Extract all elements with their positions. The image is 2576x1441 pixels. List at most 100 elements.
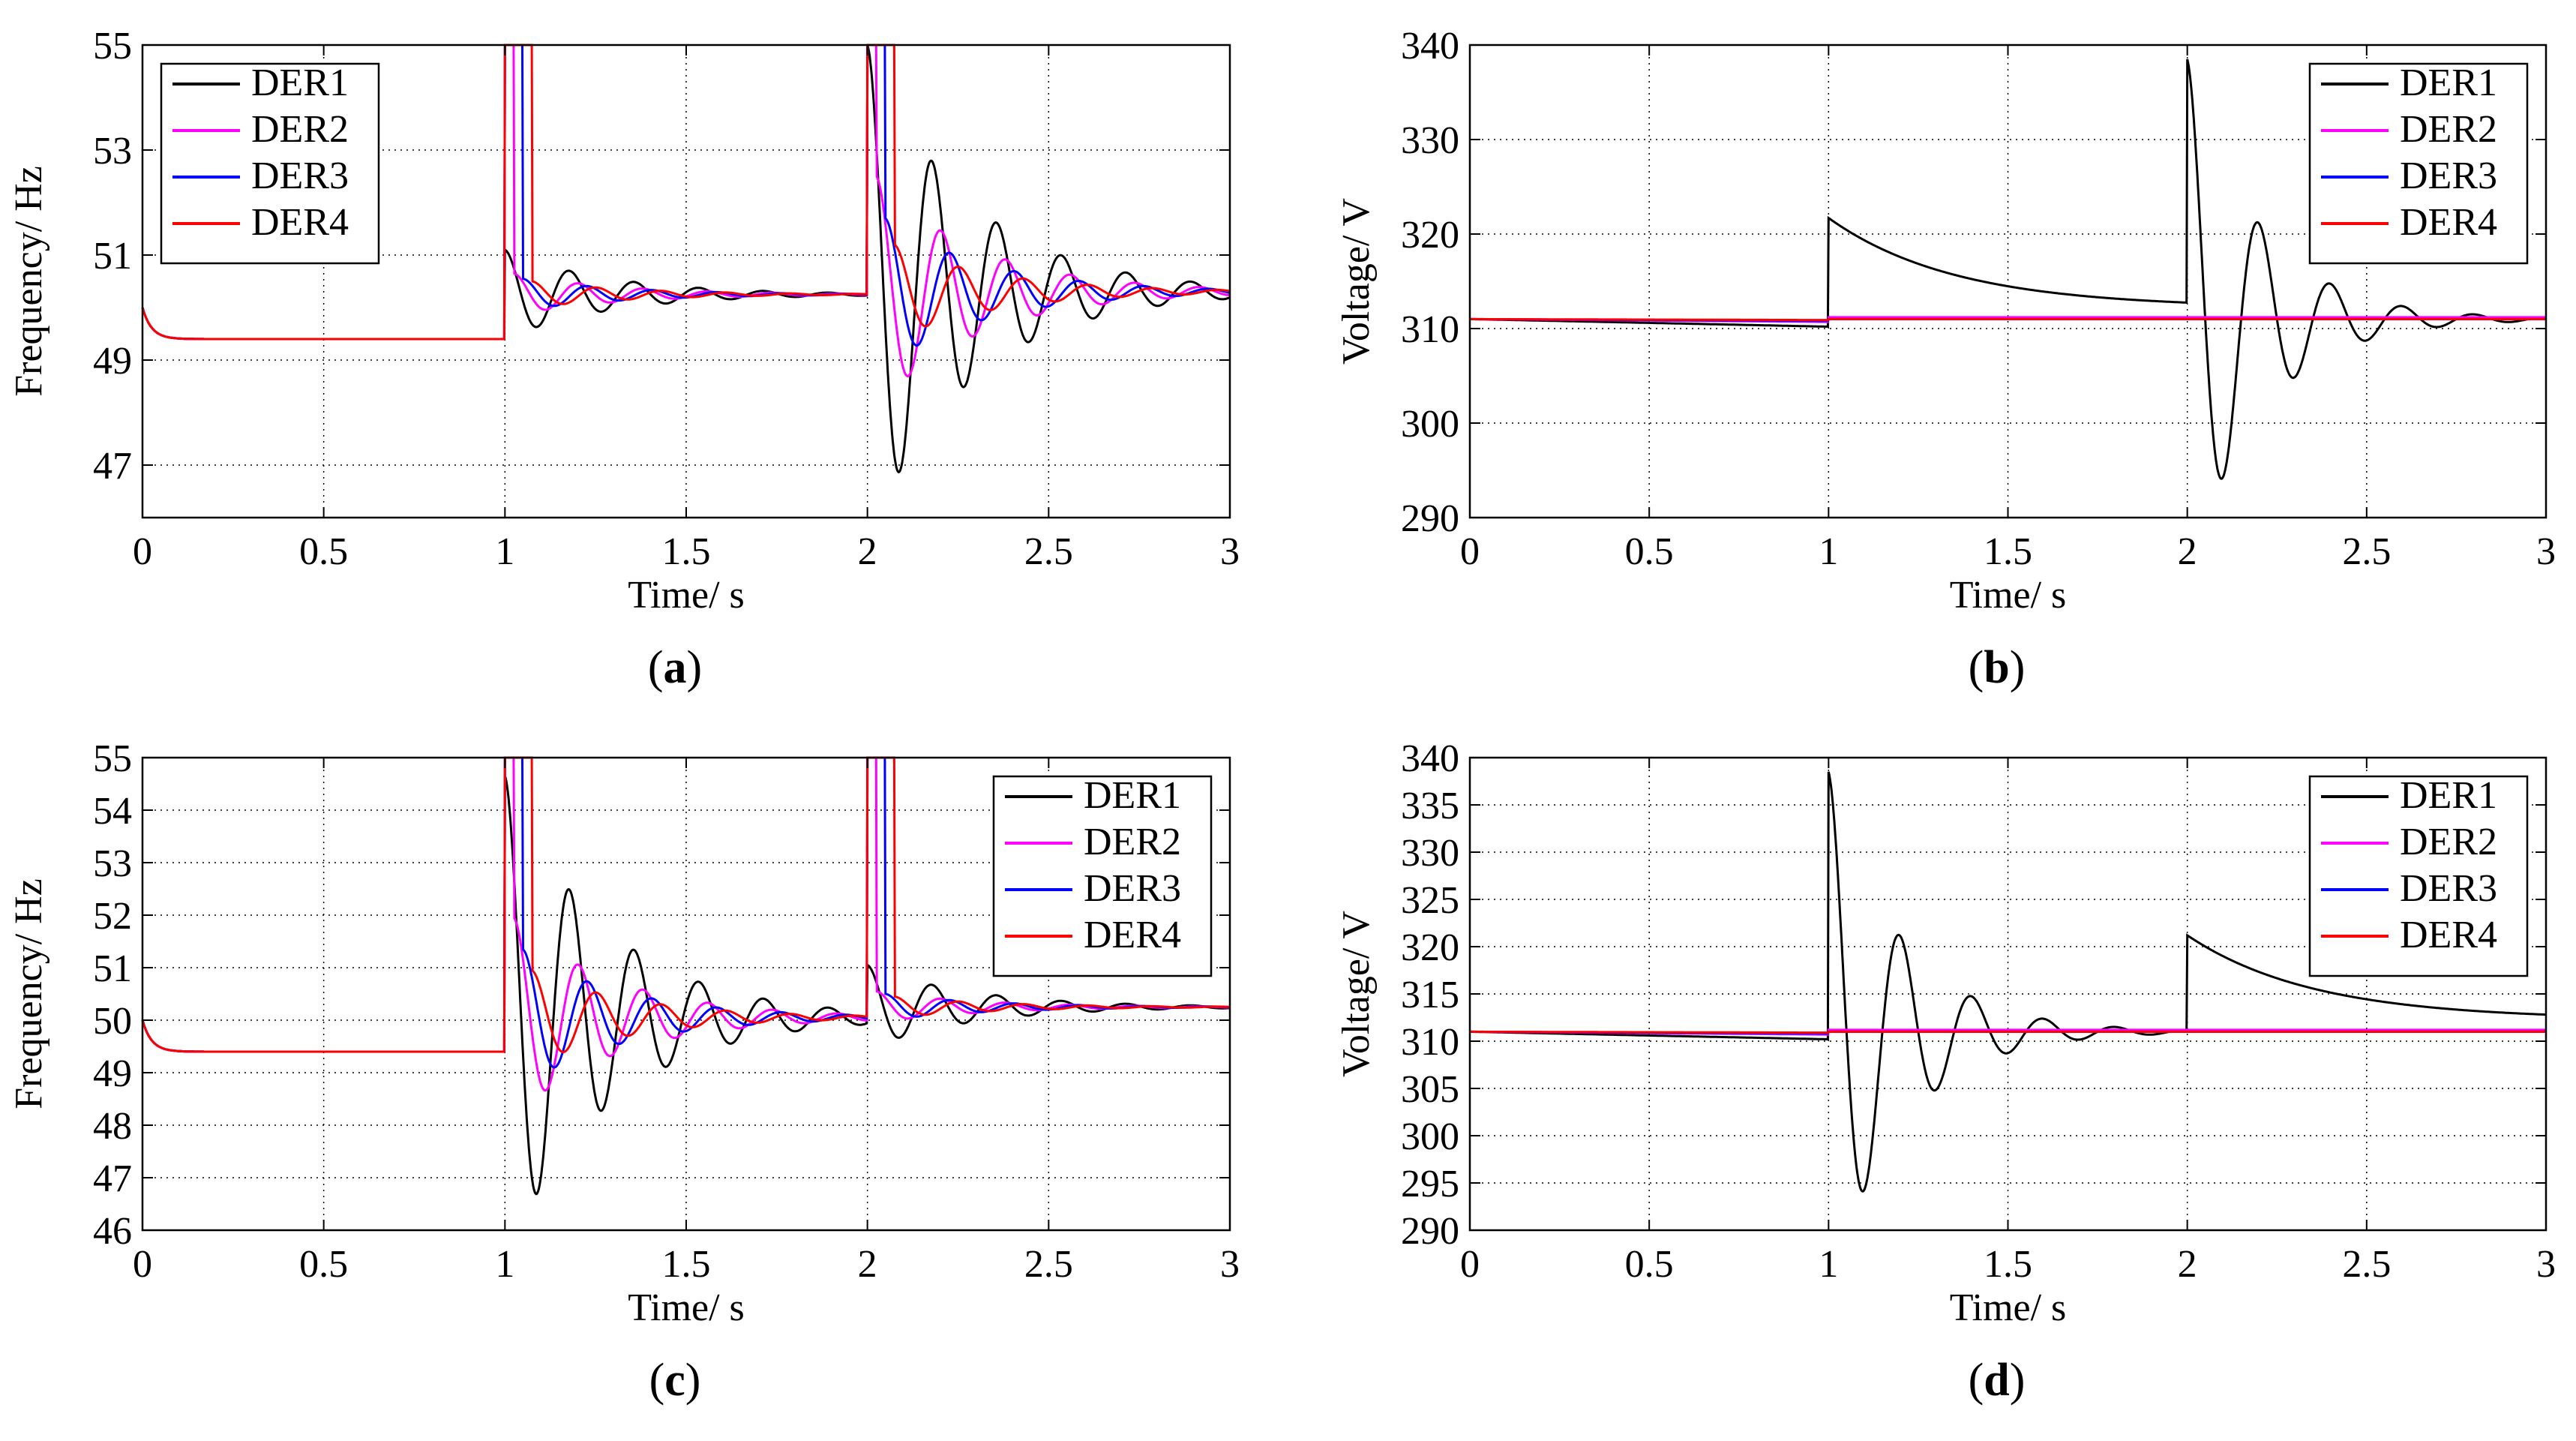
y-tick-label: 320 — [1401, 214, 1459, 257]
panel-caption: (c) — [649, 1355, 701, 1406]
panel-caption: (d) — [1969, 1355, 2026, 1406]
y-tick-label: 330 — [1401, 832, 1459, 875]
x-axis-label: Time/ s — [1950, 574, 2067, 617]
y-axis-label: Voltage/ V — [1335, 911, 1378, 1077]
y-tick-label: 49 — [93, 1052, 132, 1095]
legend-label-der4: DER4 — [251, 201, 349, 244]
y-tick-label: 310 — [1401, 1021, 1459, 1064]
legend-label-der4: DER4 — [2400, 201, 2497, 244]
x-tick-label: 0.5 — [299, 1243, 348, 1286]
y-tick-label: 49 — [93, 340, 132, 383]
legend-label-der3: DER3 — [251, 155, 349, 197]
legend-label-der3: DER3 — [1084, 867, 1181, 910]
chart-a: 0 0.5 1 1.5 2 2.5 3 47 49 51 53 55 Time/ s Frequency/… — [7, 25, 1240, 693]
legend-label-der3: DER3 — [2400, 155, 2497, 197]
y-tick-label: 290 — [1401, 1210, 1459, 1253]
y-tick-label: 48 — [93, 1105, 132, 1148]
x-tick-label: 0 — [1460, 1243, 1480, 1286]
x-tick-label: 2 — [2178, 1243, 2197, 1286]
legend-label-der2: DER2 — [251, 108, 349, 151]
x-tick-label: 2 — [858, 530, 877, 573]
series-line-der1 — [1470, 771, 2547, 1193]
x-tick-label: 0.5 — [1625, 530, 1674, 573]
x-tick-label: 2.5 — [2342, 530, 2391, 573]
x-axis-label: Time/ s — [628, 1286, 745, 1329]
y-tick-label: 300 — [1401, 403, 1459, 446]
series-line-der1 — [1470, 59, 2547, 480]
x-tick-label: 3 — [1220, 1243, 1240, 1286]
y-axis-label: Voltage/ V — [1335, 198, 1378, 365]
y-tick-label: 290 — [1401, 497, 1459, 540]
y-tick-label: 47 — [93, 1157, 132, 1200]
legend-label-der2: DER2 — [2400, 108, 2497, 151]
y-tick-label: 300 — [1401, 1115, 1459, 1158]
x-tick-label: 1.5 — [1984, 1243, 2032, 1286]
x-tick-label: 0 — [1460, 530, 1480, 573]
y-tick-label: 310 — [1401, 308, 1459, 351]
series-line-der4 — [141, 756, 1230, 1053]
x-tick-label: 0 — [133, 530, 152, 573]
x-tick-label: 3 — [2536, 530, 2556, 573]
legend-box — [2308, 775, 2529, 977]
y-tick-label: 53 — [93, 842, 132, 885]
y-tick-label: 340 — [1401, 737, 1459, 780]
x-tick-label: 2.5 — [1024, 1243, 1073, 1286]
x-tick-label: 1.5 — [1984, 530, 2032, 573]
legend-box — [992, 775, 1213, 977]
x-tick-label: 3 — [2536, 1243, 2556, 1286]
x-tick-label: 1 — [1819, 1243, 1838, 1286]
legend-box — [160, 62, 380, 265]
y-tick-label: 325 — [1401, 879, 1459, 922]
y-tick-label: 53 — [93, 130, 132, 173]
legend-label-der1: DER1 — [2400, 774, 2497, 817]
x-tick-label: 3 — [1220, 530, 1240, 573]
y-tick-label: 46 — [93, 1210, 132, 1253]
x-axis-label: Time/ s — [628, 574, 745, 617]
x-tick-label: 2 — [2178, 530, 2197, 573]
y-tick-label: 47 — [93, 445, 132, 488]
y-tick-label: 305 — [1401, 1068, 1459, 1111]
legend-label-der4: DER4 — [2400, 914, 2497, 956]
x-tick-label: 0.5 — [1625, 1243, 1674, 1286]
y-tick-label: 330 — [1401, 119, 1459, 162]
y-axis-label: Frequency/ Hz — [7, 166, 50, 397]
y-tick-label: 54 — [93, 790, 132, 833]
legend-label-der3: DER3 — [2400, 867, 2497, 910]
legend-label-der1: DER1 — [1084, 774, 1181, 817]
y-tick-label: 51 — [93, 235, 132, 278]
legend-label-der4: DER4 — [1084, 914, 1181, 956]
x-tick-label: 1 — [495, 530, 514, 573]
y-tick-label: 51 — [93, 947, 132, 990]
y-tick-label: 55 — [93, 25, 132, 68]
legend-label-der2: DER2 — [2400, 821, 2497, 863]
chart-c: 0 0.5 1 1.5 2 2.5 3 46 47 48 49 50 51 52 53 54 55 Time/ s… — [7, 737, 1240, 1406]
x-tick-label: 1.5 — [662, 530, 711, 573]
legend-label-der1: DER1 — [2400, 62, 2497, 104]
legend-box — [2308, 62, 2529, 265]
series-line-der4 — [141, 44, 1231, 341]
x-tick-label: 1.5 — [662, 1243, 711, 1286]
chart-b: 0 0.5 1 1.5 2 2.5 3 290 300 310 320 330 340 Time/ s Vo… — [1335, 25, 2556, 693]
x-tick-label: 2.5 — [1024, 530, 1073, 573]
y-tick-label: 335 — [1401, 785, 1459, 827]
series-line-der4 — [1470, 1030, 2546, 1034]
x-tick-label: 2.5 — [2342, 1243, 2391, 1286]
series-line-der4 — [1470, 317, 2546, 322]
panel-caption: (a) — [648, 642, 702, 693]
y-axis-label: Frequency/ Hz — [7, 878, 50, 1109]
x-axis-label: Time/ s — [1950, 1286, 2067, 1329]
x-tick-label: 2 — [858, 1243, 877, 1286]
y-tick-label: 340 — [1401, 25, 1459, 68]
x-tick-label: 0 — [133, 1243, 152, 1286]
y-tick-label: 50 — [93, 1000, 132, 1043]
x-tick-label: 1 — [495, 1243, 514, 1286]
x-tick-label: 0.5 — [299, 530, 348, 573]
legend-label-der1: DER1 — [251, 62, 349, 104]
